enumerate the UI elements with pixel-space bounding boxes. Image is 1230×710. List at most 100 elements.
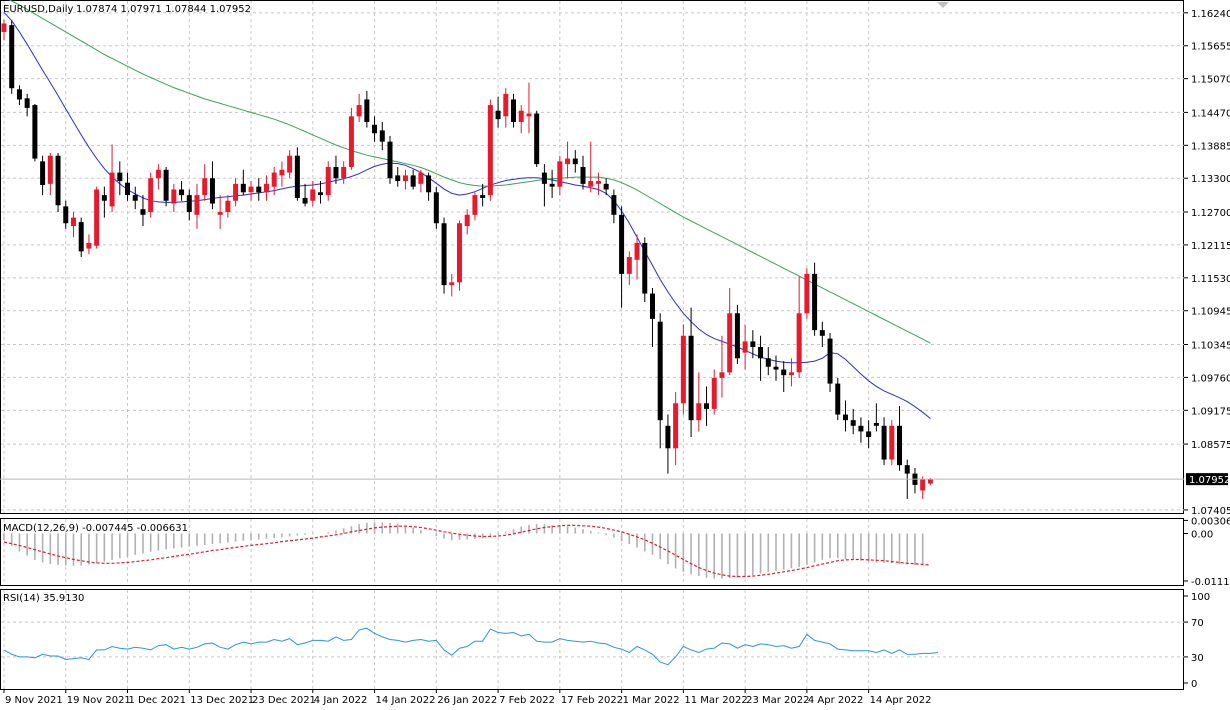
candle-body — [410, 175, 416, 187]
price-tick-label: 1.10945 — [1191, 307, 1230, 318]
candle-body — [565, 158, 571, 165]
candle-body — [356, 105, 362, 117]
candle-body — [24, 98, 30, 108]
shift-marker-icon[interactable] — [937, 2, 949, 8]
candle-body — [233, 183, 239, 201]
price-tick-label: 1.12115 — [1191, 241, 1230, 252]
candle-body — [426, 175, 432, 193]
rsi-indicator — [3, 627, 939, 666]
price-tick-label: 1.12700 — [1191, 208, 1230, 219]
candle-body — [835, 383, 841, 415]
candle-body — [47, 155, 53, 184]
candle-body — [634, 242, 640, 260]
candle-body — [549, 183, 555, 187]
candle-body — [727, 313, 733, 373]
ma-slow-line — [8, 0, 931, 344]
candle-body — [364, 99, 370, 122]
price-axis: 1.16240 1.15655 1.15070 1.14470 1.13885 1.133… — [1184, 9, 1230, 690]
symbol-label: EURUSD,Daily — [3, 4, 74, 15]
price-tick-label: 1.08575 — [1191, 440, 1230, 451]
pane-frames — [0, 0, 1184, 690]
candle-body — [240, 183, 246, 193]
candle-body — [456, 223, 462, 283]
price-tick-label: 1.09175 — [1191, 406, 1230, 417]
candle-body — [464, 214, 470, 227]
date-label: 23 Dec 2021 — [252, 695, 316, 706]
candle-body — [9, 25, 15, 89]
candle-body — [511, 99, 517, 122]
candle-body — [302, 197, 308, 204]
rsi-label: RSI(14) 35.9130 — [3, 593, 84, 604]
macd-pane-frame[interactable] — [0, 518, 1184, 586]
candle-body — [63, 206, 69, 224]
candle-body — [109, 172, 115, 207]
candle-body — [171, 189, 177, 204]
price-tick-label: 1.11530 — [1191, 274, 1230, 285]
candle-body — [217, 211, 223, 215]
price-tick-label: 1.16240 — [1191, 9, 1230, 20]
macd-signal-line — [3, 524, 931, 578]
candle-body — [225, 200, 231, 212]
date-label: 1 Mar 2022 — [623, 695, 680, 706]
rsi-pane-frame[interactable] — [0, 589, 1184, 690]
candle-body — [619, 214, 625, 274]
candle-body — [897, 425, 903, 466]
date-label: 4 Jan 2022 — [314, 695, 368, 706]
price-pane-frame[interactable] — [0, 0, 1184, 514]
date-label: 26 Jan 2022 — [437, 695, 497, 706]
candle-body — [472, 195, 478, 215]
candle-body — [642, 242, 648, 294]
candle-body — [920, 479, 926, 491]
candle-body — [734, 313, 740, 359]
price-tick-label: 1.09760 — [1191, 373, 1230, 384]
candle-body — [804, 273, 810, 314]
candle-body — [86, 242, 92, 249]
price-tick-label: 1.10345 — [1191, 340, 1230, 351]
candle-body — [750, 341, 756, 348]
candle-body — [163, 169, 169, 201]
candle-body — [819, 330, 825, 336]
candle-body — [310, 189, 316, 201]
candle-body — [526, 113, 532, 117]
candle-body — [101, 195, 107, 201]
candle-body — [572, 158, 578, 165]
price-tick-label: 1.15655 — [1191, 42, 1230, 53]
ohlc-label: 1.07874 1.07971 1.07844 1.07952 — [76, 4, 251, 15]
rsi-tick-label: 0 — [1191, 679, 1197, 690]
candle-body — [626, 257, 632, 274]
candle-body — [487, 105, 493, 196]
candle-body — [372, 124, 378, 134]
date-label: 1 Dec 2021 — [129, 695, 187, 706]
candle-body — [341, 166, 347, 179]
candle-body — [179, 189, 185, 196]
candle-body — [858, 425, 864, 432]
candle-body — [449, 282, 455, 286]
candle-body — [55, 155, 61, 206]
candle-body — [696, 403, 702, 421]
candle-body — [719, 372, 725, 378]
current-price-box — [1186, 473, 1228, 486]
candle-body — [758, 347, 764, 359]
rsi-tick-label: 30 — [1191, 653, 1204, 664]
candle-body — [132, 195, 138, 201]
candle-body — [418, 172, 424, 184]
candle-body — [518, 110, 524, 122]
candle-body — [812, 273, 818, 331]
candle-body — [318, 192, 324, 196]
candle-body — [348, 116, 354, 167]
candle-body — [402, 175, 408, 182]
candle-body — [680, 335, 686, 404]
candle-body — [889, 425, 895, 460]
candle-body — [202, 178, 208, 196]
price-tick-label: 1.07405 — [1191, 506, 1230, 517]
candle-body — [186, 195, 192, 212]
grid-lines — [1, 1, 1184, 689]
candle-body — [557, 161, 563, 187]
candle-body — [904, 465, 910, 474]
candle-body — [387, 141, 393, 179]
date-label: 23 Mar 2022 — [746, 695, 809, 706]
candle-body — [781, 369, 787, 376]
date-label: 11 Mar 2022 — [684, 695, 747, 706]
